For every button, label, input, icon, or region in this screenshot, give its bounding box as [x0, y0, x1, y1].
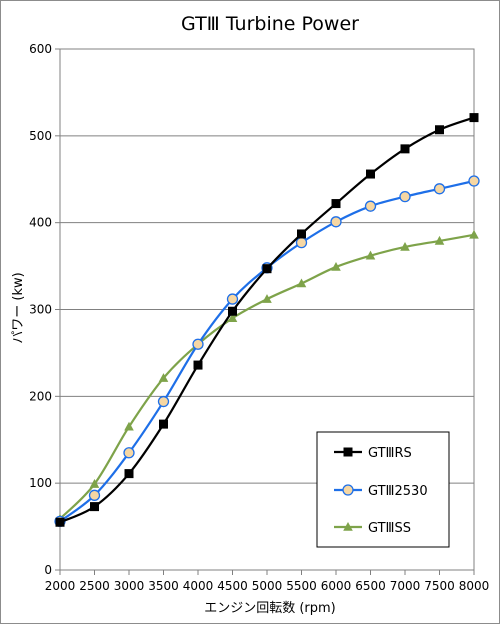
- x-tick-label: 2500: [79, 579, 110, 593]
- y-tick-label: 500: [29, 129, 52, 143]
- data-point: [157, 395, 170, 408]
- y-tick-label: 600: [29, 42, 52, 56]
- data-point: [297, 229, 306, 239]
- data-point: [331, 261, 341, 271]
- chart-title: GTⅢ Turbine Power: [181, 13, 359, 35]
- x-tick-label: 2000: [45, 579, 76, 593]
- data-point: [433, 183, 446, 195]
- x-tick-labels: 2000 2500 3000 3500 4000 4500 5000 5500 6000 6500…: [45, 570, 490, 593]
- data-point: [435, 125, 444, 135]
- x-tick-label: 4500: [217, 579, 248, 593]
- data-point: [192, 338, 204, 350]
- data-point: [158, 373, 169, 382]
- data-point: [400, 144, 410, 154]
- x-tick-label: 3500: [148, 579, 179, 593]
- data-point: [55, 517, 65, 527]
- x-tick-label: 5500: [286, 579, 317, 593]
- data-point: [89, 479, 100, 488]
- x-tick-label: 3000: [114, 579, 145, 593]
- y-tick-label: 400: [29, 216, 52, 230]
- data-point: [365, 250, 376, 260]
- x-tick-label: 7000: [390, 579, 421, 593]
- data-point: [262, 264, 272, 274]
- data-point: [399, 190, 411, 203]
- data-point: [400, 241, 410, 251]
- data-point: [262, 294, 272, 303]
- data-point: [364, 200, 377, 212]
- data-point: [88, 489, 101, 501]
- data-point: [469, 113, 479, 123]
- legend-marker: [342, 484, 354, 496]
- legend-label: GTⅢRS: [368, 446, 412, 461]
- series-0: [55, 113, 479, 527]
- x-tick-label: 8000: [459, 579, 490, 593]
- y-tick-label: 0: [44, 563, 52, 577]
- x-tick-label: 6500: [355, 579, 386, 593]
- data-point: [226, 293, 239, 305]
- legend-item: GTⅢRS: [334, 446, 412, 461]
- legend-label: GTⅢ2530: [368, 484, 428, 499]
- data-point: [331, 199, 341, 209]
- data-point: [295, 236, 308, 249]
- data-point: [468, 175, 480, 187]
- data-point: [227, 313, 238, 322]
- y-axis-title: パワー (kw): [11, 272, 26, 343]
- data-point: [330, 216, 342, 228]
- legend-item: GTⅢSS: [334, 521, 411, 536]
- y-tick-label: 200: [29, 389, 52, 403]
- legend-item: GTⅢ2530: [334, 484, 428, 499]
- x-tick-label: 4000: [183, 579, 214, 593]
- legend-marker: [343, 447, 353, 457]
- data-point: [90, 502, 99, 512]
- legend-label: GTⅢSS: [368, 521, 411, 536]
- x-axis-title: エンジン回転数 (rpm): [204, 601, 336, 616]
- data-point: [296, 278, 307, 288]
- data-point: [159, 419, 168, 429]
- data-point: [469, 229, 479, 239]
- y-tick-labels: 0 100 200 300 400 500 600: [29, 42, 60, 577]
- y-tick-label: 300: [29, 303, 52, 317]
- data-point: [228, 306, 237, 316]
- x-tick-label: 5000: [252, 579, 283, 593]
- x-tick-label: 6000: [321, 579, 352, 593]
- data-point: [123, 447, 135, 459]
- data-point: [193, 360, 203, 370]
- data-point: [434, 235, 445, 245]
- legend-marker: [343, 522, 353, 531]
- data-point: [124, 421, 134, 431]
- y-tick-label: 100: [29, 476, 52, 490]
- grid-lines: [60, 135, 474, 484]
- data-point: [124, 469, 134, 479]
- legend-items: GTⅢRS GTⅢ2530 GTⅢSS: [334, 446, 428, 536]
- series-lines: [54, 113, 480, 528]
- x-tick-label: 7500: [424, 579, 455, 593]
- data-point: [366, 169, 375, 179]
- legend: GTⅢRS GTⅢ2530 GTⅢSS: [316, 431, 450, 548]
